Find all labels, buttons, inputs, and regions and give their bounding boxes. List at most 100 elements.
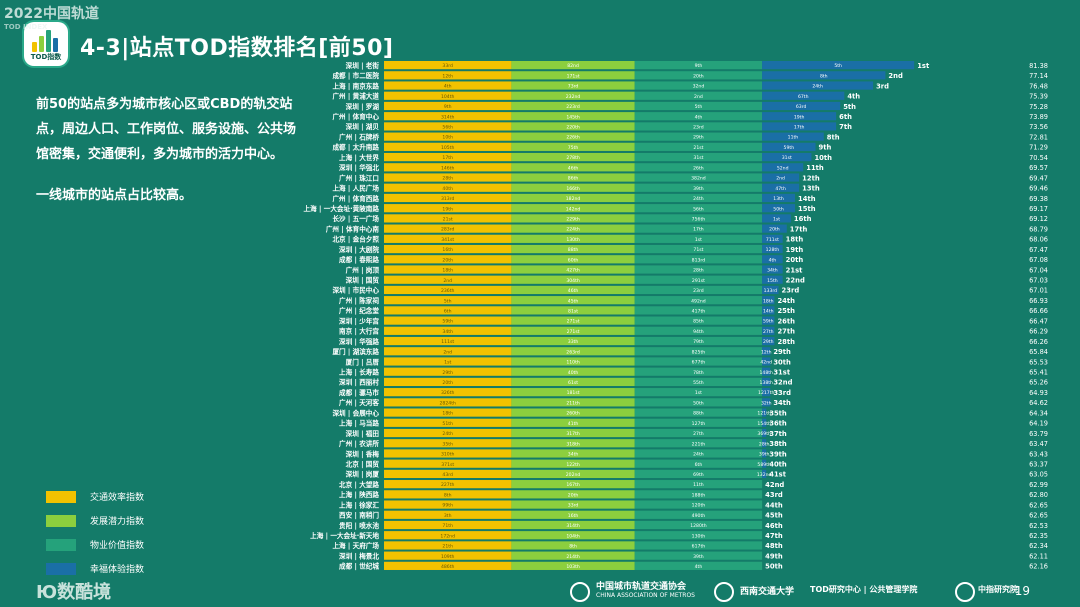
segment-rank-label: 229th	[566, 217, 580, 223]
bar-segment	[762, 265, 783, 274]
segment-rank-label: 63rd	[796, 104, 807, 110]
segment-rank-label: 8th	[569, 544, 577, 550]
corner-sub: TOD INDEX	[4, 23, 48, 31]
bar-segment	[762, 306, 775, 315]
segment-rank-label: 427th	[566, 268, 580, 274]
station-label: 广州 | 体育中心南	[326, 224, 380, 234]
bar-segment	[762, 61, 915, 70]
legend-swatch	[46, 563, 76, 575]
station-label: 深圳 | 梅景北	[339, 551, 379, 561]
bar-segment	[511, 275, 635, 284]
station-label: 成都 | 世纪城	[339, 562, 379, 572]
segment-rank-label: 40th	[568, 370, 579, 376]
segment-rank-label: 20th	[568, 492, 579, 498]
station-label: 北京 | 大望路	[339, 480, 379, 490]
bar-segment	[384, 122, 512, 131]
segment-rank-label: 304th	[566, 278, 580, 284]
segment-rank-label: 341st	[441, 237, 454, 243]
segment-rank-label: 11th	[693, 482, 704, 488]
legend-label: 交通效率指数	[90, 493, 145, 503]
station-label: 深圳 | 岗厦	[346, 470, 380, 480]
bar-segment	[762, 224, 787, 233]
bar-segment	[384, 398, 512, 407]
station-label: 深圳 | 湖贝	[346, 122, 380, 132]
segment-rank-label: 111st	[441, 339, 454, 345]
bar-segment	[762, 326, 775, 335]
bar-segment	[511, 81, 635, 90]
segment-rank-label: 20th	[769, 227, 780, 233]
segment-rank-label: 47th	[775, 186, 786, 192]
bar-segment	[511, 408, 635, 417]
station-label: 上海 | 大世界	[339, 153, 379, 163]
segment-rank-label: 310th	[441, 452, 455, 458]
bar-segment	[384, 61, 512, 70]
score-value: 63.05	[1029, 471, 1048, 479]
overall-rank-label: 32nd	[773, 379, 792, 387]
segment-rank-label: 5th	[834, 63, 842, 69]
segment-rank-label: 142nd	[566, 206, 581, 212]
station-label: 厦门 | 吕厝	[345, 357, 380, 367]
overall-rank-label: 12th	[802, 174, 820, 182]
bar-segment	[634, 204, 763, 213]
score-value: 62.99	[1029, 481, 1048, 489]
bar-segment	[762, 357, 771, 366]
segment-rank-label: 232nd	[566, 94, 581, 100]
station-label: 上海 | 天府广场	[332, 541, 379, 551]
segment-rank-label: 50th	[693, 400, 704, 406]
segment-rank-label: 371st	[441, 462, 454, 468]
bar-segment	[384, 173, 512, 182]
segment-rank-label: 492nd	[691, 298, 706, 304]
station-label: 广州 | 石牌桥	[339, 132, 379, 142]
bar-segment	[634, 214, 763, 223]
bar-segment	[511, 336, 635, 346]
segment-rank-label: 39th	[693, 554, 704, 560]
segment-rank-label: 4th	[769, 257, 777, 263]
segment-rank-label: 94th	[693, 329, 704, 335]
bar-segment	[511, 551, 635, 560]
bar-segment	[634, 347, 763, 356]
segment-rank-label: 711st	[766, 237, 779, 243]
segment-rank-label: 2nd	[443, 349, 452, 355]
segment-rank-label: 145th	[566, 114, 580, 120]
overall-rank-label: 24th	[777, 297, 795, 305]
org-association: 中国城市轨道交通协会	[596, 582, 687, 592]
station-label: 广州 | 体育中心	[332, 112, 379, 122]
bar-segment	[511, 296, 635, 305]
segment-rank-label: 14th	[763, 308, 774, 314]
bar-segment	[634, 265, 763, 274]
bar-segment	[634, 81, 763, 90]
bar-segment	[762, 439, 767, 448]
bar-segment	[762, 285, 779, 295]
bar-segment	[511, 316, 635, 325]
bar-segment	[762, 459, 767, 468]
bar-segment	[762, 449, 767, 458]
bar-segment	[384, 367, 512, 376]
bar-segment	[511, 347, 635, 356]
score-value: 62.34	[1029, 542, 1048, 550]
segment-rank-label: 4th	[695, 114, 703, 120]
bar-segment	[762, 428, 767, 438]
overall-rank-label: 5th	[843, 103, 856, 111]
segment-rank-label: 21th	[442, 544, 453, 550]
score-value: 76.48	[1029, 82, 1048, 90]
station-label: 南京 | 大行宫	[339, 327, 379, 337]
bar-segment	[634, 163, 763, 172]
bar-segment	[511, 541, 635, 550]
score-value: 62.53	[1029, 522, 1048, 530]
bar-segment	[634, 520, 763, 530]
bar-segment	[384, 388, 512, 397]
bar-segment	[762, 183, 800, 192]
station-label: 上海 | 马当路	[339, 419, 379, 429]
bar-segment	[384, 142, 512, 151]
overall-rank-label: 50th	[765, 563, 783, 571]
segment-rank-label: 67th	[798, 94, 809, 100]
score-value: 68.06	[1029, 236, 1048, 244]
bar-segment	[511, 490, 635, 499]
station-label: 上海 | 徐家汇	[339, 500, 379, 510]
legend-label: 物业价值指数	[90, 541, 145, 551]
overall-rank-label: 13th	[802, 185, 820, 193]
org-index-academy: 中指研究院	[978, 585, 1018, 594]
bar-segment	[384, 490, 512, 499]
station-label: 成都 | 太升南路	[332, 143, 379, 153]
overall-rank-label: 31st	[773, 369, 791, 377]
